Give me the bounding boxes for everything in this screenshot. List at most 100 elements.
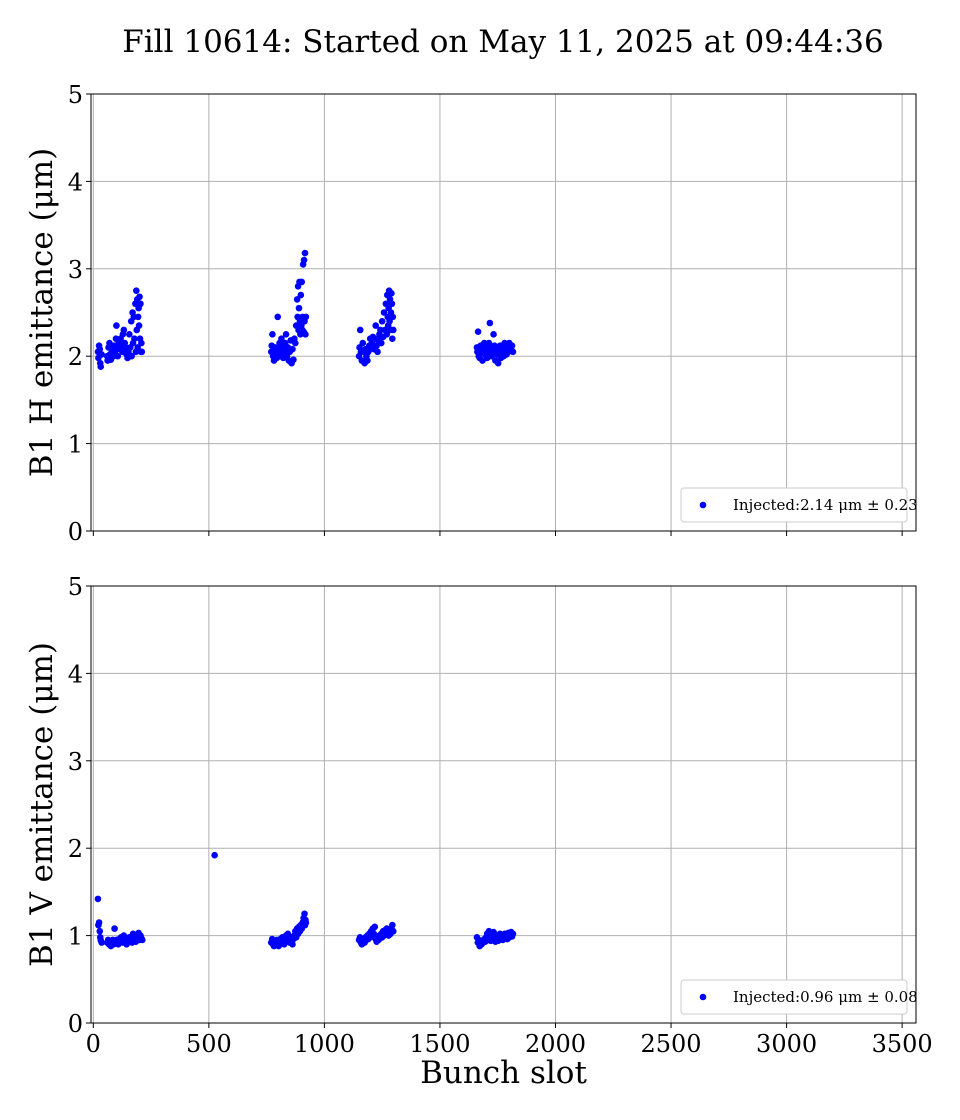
data-point bbox=[293, 296, 301, 303]
data-point bbox=[138, 339, 145, 347]
x-tick-label: 1500 bbox=[409, 1030, 470, 1058]
data-point bbox=[371, 923, 379, 931]
y-axis-label: B1 H emittance (μm) bbox=[24, 148, 60, 478]
x-tick-label: 3500 bbox=[872, 1030, 933, 1058]
data-point bbox=[289, 345, 296, 353]
data-point bbox=[95, 919, 103, 926]
data-point bbox=[134, 313, 142, 321]
data-point bbox=[114, 352, 122, 360]
y-tick-label: 2 bbox=[68, 835, 83, 863]
data-points bbox=[94, 851, 517, 950]
data-point bbox=[282, 331, 290, 338]
y-tick-label: 3 bbox=[68, 256, 83, 284]
x-tick-label: 1000 bbox=[294, 1030, 355, 1058]
y-tick-label: 4 bbox=[68, 168, 83, 196]
legend-marker bbox=[699, 993, 707, 1001]
h-emittance-panel: 0 1 2 3 4 5 B1 H emittance (μm) Injected:2.14 μ… bbox=[24, 81, 918, 546]
data-point bbox=[388, 300, 396, 308]
plot-frame bbox=[90, 585, 917, 1024]
data-point bbox=[389, 921, 396, 929]
data-point bbox=[372, 322, 380, 329]
data-point bbox=[486, 319, 494, 327]
data-point bbox=[96, 927, 104, 935]
x-axis-label: Bunch slot bbox=[420, 1055, 587, 1091]
data-point bbox=[131, 335, 138, 343]
y-tick-label: 5 bbox=[68, 573, 83, 601]
data-point bbox=[380, 309, 388, 316]
data-point bbox=[137, 300, 144, 308]
x-tick-label: 500 bbox=[186, 1030, 232, 1058]
y-axis-label: B1 V emittance (μm) bbox=[24, 642, 60, 967]
data-point bbox=[290, 356, 297, 363]
data-point bbox=[139, 936, 146, 944]
data-point bbox=[388, 289, 395, 297]
legend-box bbox=[680, 979, 908, 1015]
data-point bbox=[297, 291, 305, 299]
data-point bbox=[98, 351, 105, 358]
y-tick-label: 1 bbox=[68, 923, 83, 951]
x-tick-label: 3000 bbox=[756, 1030, 817, 1058]
data-point bbox=[383, 331, 391, 338]
data-point bbox=[490, 331, 497, 338]
x-tick-label: 0 bbox=[86, 1030, 101, 1058]
y-tick-label: 3 bbox=[68, 748, 83, 776]
data-point bbox=[509, 930, 517, 938]
data-point bbox=[211, 851, 218, 859]
legend: Injected:2.14 μm ± 0.23 bbox=[680, 487, 918, 523]
data-point bbox=[138, 348, 146, 356]
y-tick-label: 2 bbox=[68, 343, 83, 371]
data-point bbox=[374, 348, 381, 356]
data-point bbox=[295, 304, 303, 312]
x-tick-label: 2500 bbox=[641, 1030, 702, 1058]
data-point bbox=[289, 941, 296, 948]
y-tick-label: 1 bbox=[68, 431, 83, 459]
y-tick-label: 0 bbox=[68, 1010, 83, 1038]
data-point bbox=[389, 313, 397, 321]
data-point bbox=[356, 326, 364, 334]
data-point bbox=[508, 342, 516, 350]
y-tick-label: 5 bbox=[68, 81, 83, 109]
data-point bbox=[378, 317, 386, 325]
data-point bbox=[359, 339, 367, 347]
y-tick-label: 0 bbox=[68, 518, 83, 546]
data-point bbox=[301, 249, 309, 257]
data-point bbox=[494, 359, 502, 367]
data-point bbox=[136, 293, 143, 301]
data-point bbox=[120, 326, 128, 334]
legend: Injected:0.96 μm ± 0.08 bbox=[680, 979, 918, 1015]
data-point bbox=[126, 331, 133, 338]
figure-title: Fill 10614: Started on May 11, 2025 at 0… bbox=[122, 24, 884, 60]
data-point bbox=[291, 339, 299, 347]
plot-frame bbox=[90, 93, 917, 532]
data-point bbox=[298, 278, 306, 286]
data-point bbox=[389, 335, 396, 343]
data-point bbox=[302, 919, 310, 926]
data-point bbox=[97, 363, 105, 370]
data-point bbox=[474, 328, 482, 336]
data-point bbox=[300, 256, 308, 264]
data-point bbox=[278, 335, 285, 343]
data-point bbox=[94, 895, 102, 903]
data-point bbox=[113, 322, 120, 329]
data-points bbox=[94, 249, 517, 370]
data-point bbox=[135, 322, 143, 329]
legend-marker bbox=[699, 501, 707, 509]
data-point bbox=[128, 352, 135, 360]
y-tick-label: 4 bbox=[68, 660, 83, 688]
data-point bbox=[389, 927, 397, 935]
data-point bbox=[302, 331, 309, 338]
legend-label: Injected:0.96 μm ± 0.08 bbox=[733, 988, 918, 1006]
data-point bbox=[96, 345, 104, 353]
data-point bbox=[302, 313, 310, 321]
v-emittance-panel: 0 500 1000 1500 2000 2500 3000 3500 0 1 2 3 4 5 B1 V e… bbox=[24, 573, 933, 1091]
data-point bbox=[274, 313, 282, 321]
data-point bbox=[364, 357, 371, 364]
data-point bbox=[377, 339, 385, 347]
data-point bbox=[132, 287, 140, 294]
data-point bbox=[98, 939, 105, 946]
data-point bbox=[377, 326, 384, 334]
legend-label: Injected:2.14 μm ± 0.23 bbox=[733, 496, 918, 514]
data-point bbox=[509, 348, 517, 356]
legend-box bbox=[680, 487, 908, 523]
